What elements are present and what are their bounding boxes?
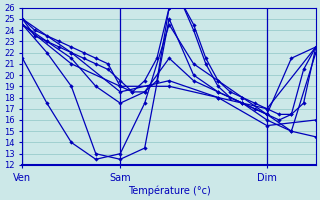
X-axis label: Température (°c): Température (°c) xyxy=(128,185,211,196)
